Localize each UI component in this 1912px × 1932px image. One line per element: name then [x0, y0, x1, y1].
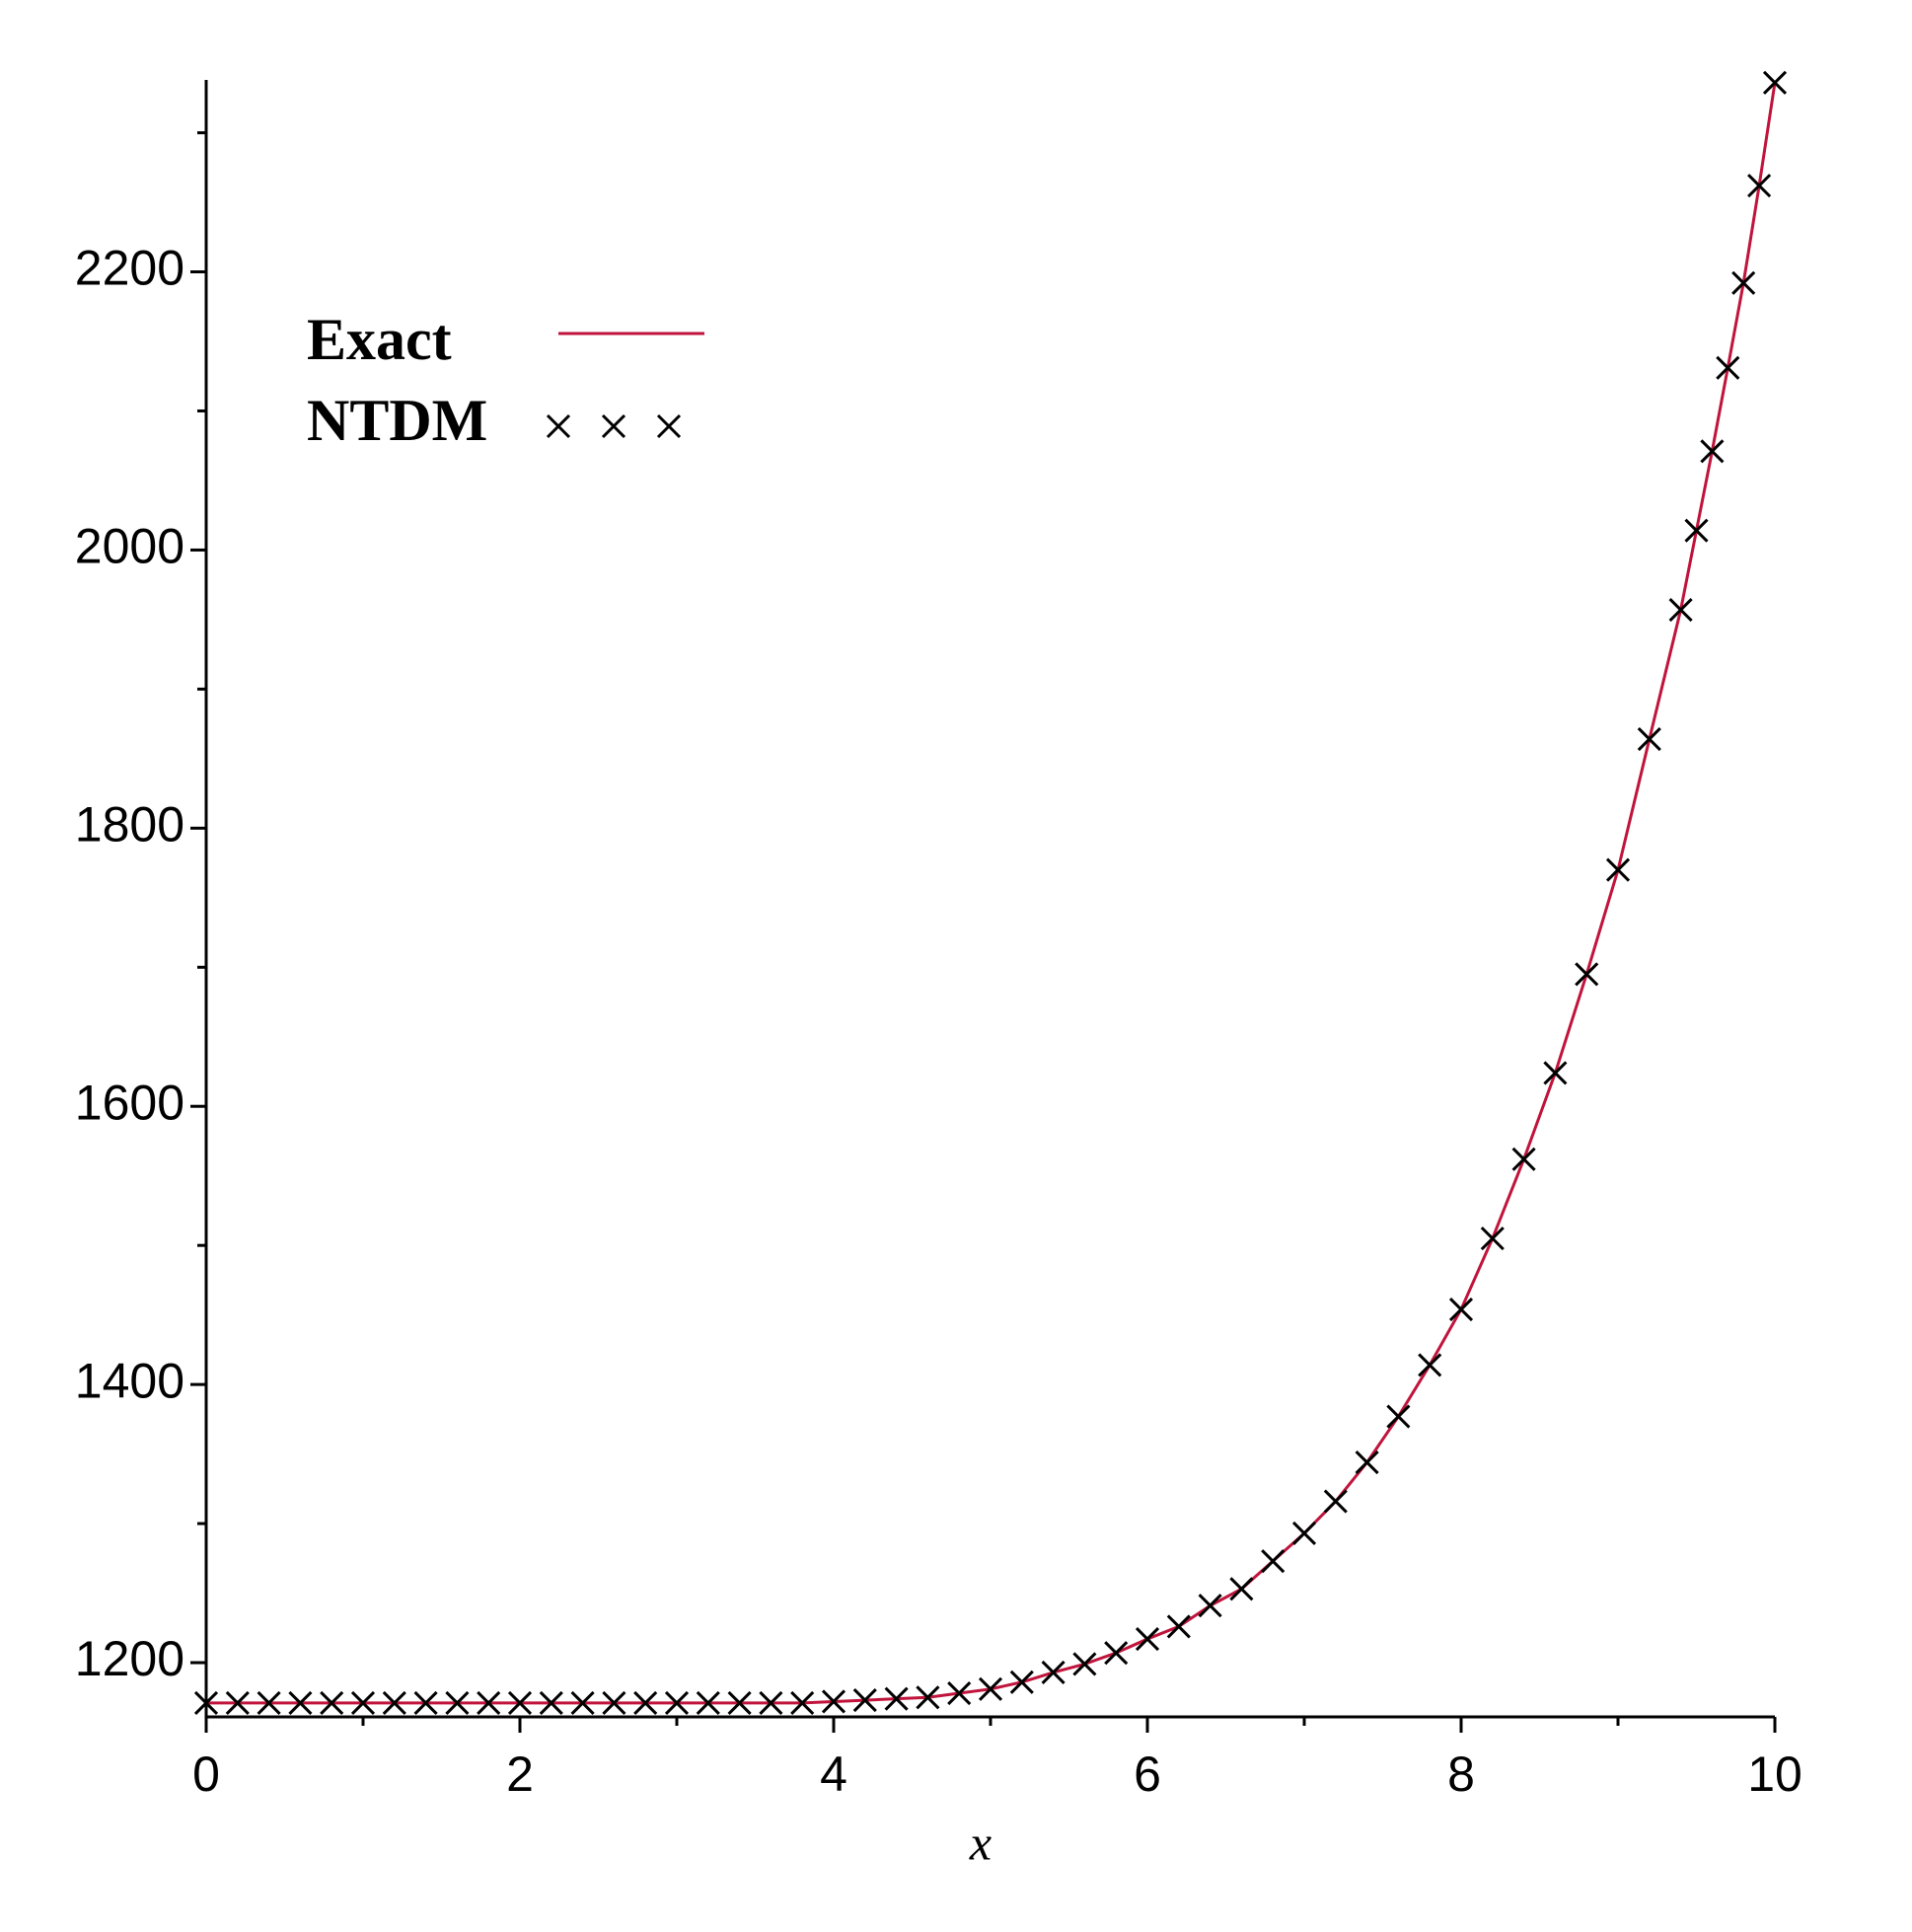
marker [1575, 962, 1599, 987]
marker [1668, 597, 1693, 623]
marker [1291, 1521, 1317, 1546]
marker [1323, 1489, 1348, 1514]
y-tick-label: 1800 [75, 797, 184, 853]
marker [1355, 1449, 1379, 1475]
marker [821, 1689, 846, 1714]
marker [1072, 1652, 1097, 1676]
marker [1386, 1404, 1411, 1429]
x-tick-label: 2 [506, 1746, 534, 1802]
marker [288, 1690, 313, 1715]
marker [696, 1690, 720, 1715]
marker [1747, 174, 1772, 198]
x-tick-label: 8 [1447, 1746, 1475, 1802]
marker [1543, 1061, 1568, 1085]
marker [884, 1686, 909, 1711]
marker [1041, 1660, 1066, 1684]
marker [852, 1688, 877, 1713]
marker [1135, 1627, 1160, 1652]
marker [445, 1690, 470, 1715]
legend-swatch [546, 413, 571, 439]
marker [1731, 270, 1756, 295]
x-tick-label: 4 [820, 1746, 847, 1802]
marker [539, 1690, 563, 1715]
x-axis-label: x [969, 1815, 992, 1870]
marker [507, 1690, 533, 1715]
marker [1418, 1353, 1442, 1377]
x-tick-label: 10 [1747, 1746, 1802, 1802]
legend-label: NTDM [307, 388, 487, 453]
marker [1448, 1297, 1474, 1322]
marker [257, 1690, 281, 1715]
marker [193, 1690, 219, 1715]
marker [1637, 727, 1661, 752]
marker [1605, 857, 1631, 882]
marker [570, 1690, 595, 1715]
marker [1009, 1670, 1034, 1694]
y-tick-label: 2200 [75, 241, 184, 296]
legend-swatch [601, 413, 626, 439]
marker [350, 1690, 376, 1715]
legend-label: Exact [307, 307, 452, 372]
marker [1511, 1147, 1536, 1171]
line-exact [206, 82, 1777, 1705]
marker [947, 1680, 972, 1706]
marker [320, 1690, 344, 1715]
marker [1700, 439, 1725, 464]
x-tick-label: 0 [192, 1746, 220, 1802]
marker [602, 1690, 626, 1715]
marker [1716, 355, 1740, 380]
legend-swatch [656, 413, 682, 439]
marker [477, 1690, 501, 1715]
marker [1480, 1226, 1505, 1251]
marker [225, 1690, 250, 1715]
marker [759, 1690, 783, 1715]
marker [978, 1676, 1003, 1701]
marker [1229, 1577, 1254, 1601]
x-tick-label: 6 [1134, 1746, 1161, 1802]
marker [633, 1690, 658, 1715]
marker [916, 1685, 940, 1710]
marker [1166, 1614, 1191, 1639]
marker [382, 1690, 406, 1715]
marker [727, 1690, 752, 1715]
marker [664, 1690, 690, 1715]
y-tick-label: 1400 [75, 1353, 184, 1408]
y-tick-label: 1200 [75, 1631, 184, 1686]
marker [1104, 1641, 1129, 1666]
y-tick-label: 2000 [75, 519, 184, 574]
marker [413, 1690, 438, 1715]
marker [1762, 70, 1788, 95]
marker [1684, 518, 1709, 543]
marker [790, 1690, 815, 1715]
marker [1198, 1594, 1222, 1618]
marker [1261, 1549, 1286, 1574]
y-tick-label: 1600 [75, 1075, 184, 1130]
